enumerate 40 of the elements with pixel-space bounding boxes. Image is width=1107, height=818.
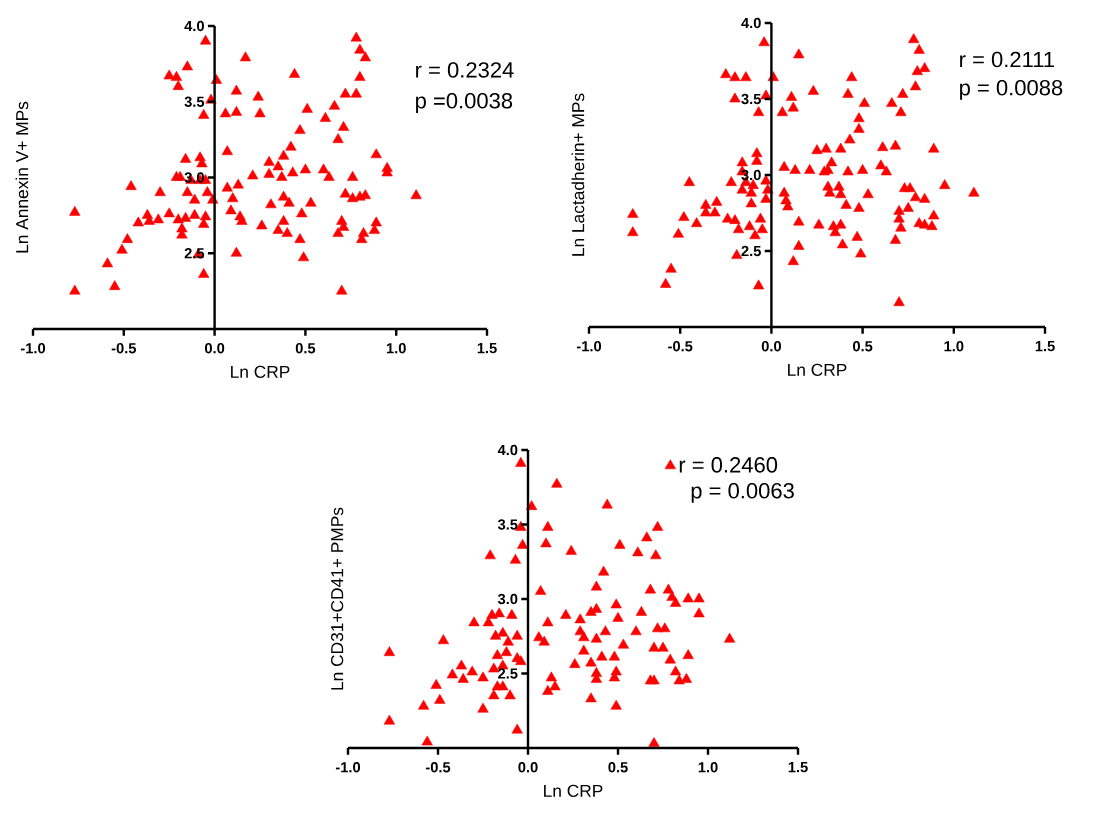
annotation: p =0.0038 <box>416 92 513 113</box>
y-tick-label: 4.0 <box>184 20 204 32</box>
x-tick-label: 0.0 <box>518 762 538 773</box>
x-tick-label: -1.0 <box>20 343 46 354</box>
x-tick-label: 1.5 <box>788 762 808 773</box>
annotation: p = 0.0063 <box>691 482 794 503</box>
y-axis-title: Ln Annexin V+ MPs <box>15 101 29 253</box>
y-tick-label: 3.5 <box>741 93 761 105</box>
x-tick-label: 1.0 <box>944 341 964 352</box>
x-tick-label: -0.5 <box>668 341 693 352</box>
y-tick-label: 3.5 <box>184 96 205 107</box>
x-tick-label: 1.0 <box>386 343 406 354</box>
x-tick-label: -0.5 <box>425 762 451 773</box>
y-tick-label: 4.0 <box>497 444 518 456</box>
annotation: r = 0.2111 <box>960 51 1054 68</box>
x-tick-label: 0.0 <box>204 343 225 354</box>
y-tick-label: 4.0 <box>741 17 761 29</box>
x-tick-label: 0.5 <box>608 762 628 773</box>
x-tick-label: 1.0 <box>698 762 718 773</box>
x-tick-label: -0.5 <box>111 343 137 354</box>
x-tick-label: 0.5 <box>295 343 316 354</box>
y-tick-label: 3.0 <box>497 593 518 605</box>
y-tick-label: 3.5 <box>497 519 518 530</box>
legend-label: r = 0.2460 <box>679 457 778 473</box>
x-tick-label: 1.5 <box>1035 341 1055 352</box>
y-tick-label: 3.0 <box>741 169 761 181</box>
x-axis-title: Ln CRP <box>544 784 603 797</box>
annotation: p = 0.0088 <box>960 79 1063 100</box>
x-tick-label: -1.0 <box>576 341 602 352</box>
y-tick-label: 2.5 <box>741 245 761 257</box>
y-axis-title: Ln CD31+CD41+ PMPs <box>331 507 344 690</box>
annotation: r = 0.2324 <box>416 62 514 78</box>
x-axis-title: Ln CRP <box>231 365 290 378</box>
x-tick-label: 0.5 <box>853 341 873 352</box>
x-tick-label: -1.0 <box>335 762 361 773</box>
y-tick-label: 2.5 <box>498 668 518 679</box>
x-tick-label: 0.0 <box>761 341 781 352</box>
x-axis-title: Ln CRP <box>788 363 847 376</box>
x-tick-label: 1.5 <box>477 343 497 354</box>
y-axis-title: Ln Lactadherin+ MPs <box>571 93 585 256</box>
